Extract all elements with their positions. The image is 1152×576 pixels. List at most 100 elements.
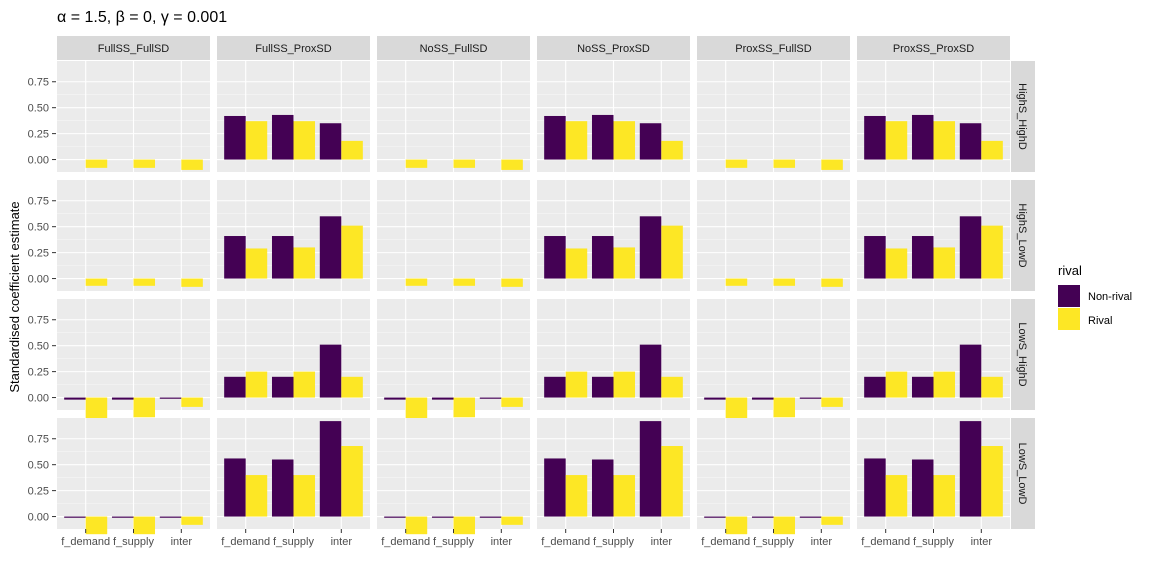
panel-noss-fullsd-lows-lowd — [377, 418, 530, 535]
bar-nonrival-f-demand — [224, 236, 246, 279]
bar-rival-inter — [501, 159, 523, 170]
bar-rival-inter — [981, 446, 1003, 517]
bar-rival-inter — [981, 140, 1003, 160]
y-tick-label: 0.50 — [28, 103, 49, 115]
bar-nonrival-f-supply — [111, 516, 134, 518]
x-tick-label-f-demand: f_demand — [541, 536, 590, 548]
x-tick-label-f-demand: f_demand — [861, 536, 910, 548]
x-tick-label-f-demand: f_demand — [701, 536, 750, 548]
bar-rival-f-supply — [453, 397, 476, 418]
x-tick-label-f-supply: f_supply — [753, 536, 794, 548]
bar-nonrival-f-supply — [911, 459, 934, 517]
x-tick-label-inter: inter — [971, 536, 993, 548]
strip-label-noss-fullsd: NoSS_FullSD — [420, 43, 488, 55]
bar-rival-f-demand — [85, 516, 108, 535]
bar-rival-f-supply — [453, 159, 476, 168]
bar-nonrival-f-supply — [911, 114, 934, 160]
bar-rival-inter — [341, 140, 363, 160]
bar-rival-inter — [821, 397, 843, 407]
bar-nonrival-inter — [159, 397, 182, 399]
bar-rival-f-supply — [773, 278, 796, 286]
bar-nonrival-f-demand — [384, 397, 406, 400]
bar-nonrival-f-demand — [864, 376, 886, 398]
chart-title: α = 1.5, β = 0, γ = 0.001 — [57, 9, 227, 26]
panel-fullss-proxsd-highs-lowd — [217, 180, 370, 291]
bar-rival-f-demand — [405, 159, 428, 168]
strip-label-noss-proxsd: NoSS_ProxSD — [577, 43, 650, 55]
bar-nonrival-f-demand — [224, 115, 246, 160]
bar-nonrival-f-demand — [864, 236, 886, 279]
bar-rival-f-supply — [293, 371, 316, 398]
panel-fullss-fullsd-lows-lowd — [57, 418, 210, 535]
bar-nonrival-inter — [639, 344, 662, 398]
bar-rival-f-demand — [725, 159, 748, 168]
bar-rival-f-demand — [725, 278, 748, 286]
strip-label-proxss-fullsd: ProxSS_FullSD — [735, 43, 811, 55]
panel-proxss-fullsd-highs-lowd — [697, 180, 850, 291]
x-tick-label-f-demand: f_demand — [221, 536, 270, 548]
row-strip-label-highs-highd: HighS_HighD — [1016, 83, 1028, 150]
bar-rival-f-demand — [565, 371, 588, 398]
bar-nonrival-f-supply — [271, 114, 294, 160]
bar-rival-inter — [501, 397, 523, 407]
bar-rival-f-demand — [725, 397, 748, 419]
bar-nonrival-f-supply — [591, 459, 614, 517]
bar-rival-inter — [661, 446, 683, 517]
bar-nonrival-f-demand — [704, 516, 726, 518]
bar-nonrival-inter — [159, 516, 182, 518]
bar-rival-f-supply — [773, 516, 796, 535]
bar-rival-inter — [661, 376, 683, 398]
legend-title: rival — [1058, 263, 1082, 278]
row-strip-highs-highd — [1011, 61, 1035, 172]
y-tick-label: 0.00 — [28, 512, 49, 524]
bar-nonrival-inter — [959, 123, 982, 160]
bar-rival-f-demand — [885, 475, 908, 517]
bar-rival-f-demand — [885, 121, 908, 160]
y-tick-label: 0.25 — [28, 367, 49, 379]
row-strip-highs-lowd — [1011, 180, 1035, 291]
strip-proxss-fullsd — [697, 36, 850, 60]
bar-rival-f-demand — [245, 475, 268, 517]
panel-proxss-proxsd-lows-highd — [857, 299, 1010, 410]
bar-nonrival-inter — [639, 421, 662, 517]
bar-nonrival-inter — [799, 397, 822, 399]
x-tick-label-inter: inter — [331, 536, 353, 548]
x-tick-label-f-supply: f_supply — [913, 536, 954, 548]
bar-nonrival-inter — [959, 344, 982, 398]
y-tick-label: 0.75 — [28, 77, 49, 89]
y-axis-label: Standardised coefficient estimate — [7, 201, 22, 392]
bar-nonrival-inter — [959, 421, 982, 517]
y-tick-label: 0.75 — [28, 315, 49, 327]
bar-nonrival-f-demand — [64, 397, 86, 400]
bar-nonrival-f-demand — [864, 115, 886, 160]
bar-rival-f-supply — [133, 159, 156, 168]
bar-rival-inter — [341, 376, 363, 398]
bar-rival-f-demand — [885, 371, 908, 398]
bar-rival-inter — [501, 516, 523, 525]
bar-rival-f-demand — [565, 121, 588, 160]
strip-noss-fullsd — [377, 36, 530, 60]
panel-noss-fullsd-highs-highd — [377, 61, 530, 172]
bar-nonrival-f-supply — [271, 459, 294, 517]
strip-fullss-fullsd — [57, 36, 210, 60]
bar-nonrival-f-demand — [704, 397, 726, 400]
x-tick-label-f-demand: f_demand — [381, 536, 430, 548]
panel-fullss-fullsd-lows-highd — [57, 299, 210, 419]
bar-rival-f-supply — [613, 371, 636, 398]
panel-proxss-proxsd-highs-lowd — [857, 180, 1010, 291]
x-tick-label-f-supply: f_supply — [433, 536, 474, 548]
bar-rival-inter — [501, 278, 523, 287]
y-tick-label: 0.25 — [28, 486, 49, 498]
legend-label-non-rival: Non-rival — [1088, 291, 1132, 303]
strip-label-fullss-proxsd: FullSS_ProxSD — [255, 43, 331, 55]
bar-rival-f-demand — [885, 248, 908, 279]
bar-nonrival-inter — [319, 123, 342, 160]
panel-noss-proxsd-lows-highd — [537, 299, 690, 410]
x-tick-label-inter: inter — [811, 536, 833, 548]
strip-fullss-proxsd — [217, 36, 370, 60]
legend-swatch-rival — [1058, 308, 1080, 330]
bar-rival-inter — [821, 516, 843, 525]
panel-fullss-fullsd-highs-highd — [57, 61, 210, 172]
bar-rival-f-supply — [933, 371, 956, 398]
